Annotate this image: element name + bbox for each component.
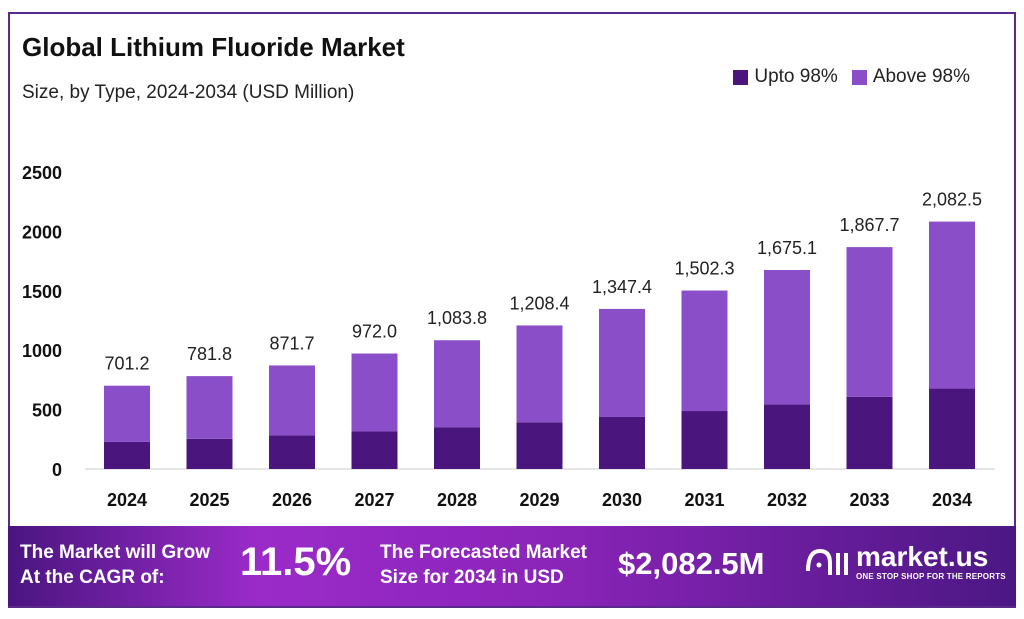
legend-label: Above 98% (872, 66, 970, 87)
data-label-total: 871.7 (269, 333, 314, 353)
bar-above-98-2032 (764, 269, 810, 405)
data-label-total: 1,347.4 (592, 277, 652, 297)
legend: Upto 98% Above 98% (733, 66, 970, 88)
legend-item-upto-98: Upto 98% (733, 66, 838, 88)
y-tick-label: 2500 (22, 163, 62, 183)
bar-above-98-2031 (681, 290, 728, 412)
y-tick-label: 1500 (22, 282, 62, 302)
x-tick-label: 2032 (767, 490, 807, 510)
bar-above-98-2026 (269, 365, 315, 436)
bar-upto-98-2029 (516, 422, 563, 469)
chart-subtitle: Size, by Type, 2024-2034 (USD Million) (22, 82, 355, 103)
forecast-label: The Forecasted Market Size for 2034 in U… (380, 540, 587, 590)
legend-swatch (733, 69, 749, 85)
data-label-total: 1,502.3 (674, 259, 734, 279)
y-tick-label: 0 (52, 460, 62, 480)
data-label-total: 1,083.8 (427, 308, 487, 328)
cagr-label-line2: At the CAGR of: (20, 567, 165, 588)
bar-upto-98-2031 (681, 411, 728, 469)
x-tick-label: 2024 (107, 490, 147, 510)
x-tick-label: 2034 (932, 490, 972, 510)
summary-banner: The Market will Grow At the CAGR of: 11.… (8, 526, 1016, 606)
bar-upto-98-2026 (269, 435, 315, 469)
logo-tagline: ONE STOP SHOP FOR THE REPORTS (856, 572, 1006, 581)
bar-upto-98-2028 (434, 427, 480, 469)
x-tick-label: 2027 (354, 490, 394, 510)
bar-above-98-2027 (351, 353, 398, 432)
data-label-total: 1,675.1 (757, 238, 817, 258)
bar-chart: 0 500 1000 1500 2000 2500 701.2 2024 781.8 2025 87… (22, 163, 995, 510)
logo-name: market.us (856, 541, 989, 572)
x-tick-label: 2025 (189, 490, 229, 510)
legend-swatch (851, 69, 867, 85)
logo-icon (806, 548, 848, 575)
bar-upto-98-2034 (929, 388, 975, 469)
chart-frame (8, 12, 1016, 608)
y-tick-label: 500 (32, 401, 62, 421)
data-label-total: 2,082.5 (922, 190, 982, 210)
bar-above-98-2034 (929, 221, 975, 389)
y-tick-label: 2000 (22, 222, 62, 242)
cagr-value: 11.5% (240, 540, 352, 584)
bar-upto-98-2024 (104, 441, 150, 469)
data-label-total: 972.0 (352, 322, 397, 342)
bar-upto-98-2030 (599, 416, 645, 469)
bar-above-98-2028 (434, 340, 480, 428)
data-label-total: 781.8 (187, 344, 232, 364)
forecast-label-line1: The Forecasted Market (380, 542, 587, 563)
bar-upto-98-2032 (764, 404, 810, 469)
x-tick-label: 2029 (519, 490, 559, 510)
bar-upto-98-2025 (186, 438, 233, 469)
x-tick-label: 2030 (602, 490, 642, 510)
bar-upto-98-2027 (351, 431, 398, 469)
cagr-label-line1: The Market will Grow (20, 542, 211, 563)
bar-above-98-2033 (846, 247, 893, 397)
data-label-total: 701.2 (104, 354, 149, 374)
x-tick-label: 2028 (437, 490, 477, 510)
legend-label: Upto 98% (754, 66, 838, 87)
forecast-value: $2,082.5M (618, 546, 765, 581)
y-tick-label: 1000 (22, 341, 62, 361)
cagr-label: The Market will Grow At the CAGR of: (20, 540, 210, 590)
data-label-total: 1,867.7 (839, 215, 899, 235)
bar-above-98-2029 (516, 325, 563, 423)
market-us-logo: market.us ONE STOP SHOP FOR THE REPORTS (804, 542, 1006, 582)
x-tick-label: 2031 (684, 490, 724, 510)
bar-above-98-2024 (104, 385, 150, 442)
x-tick-label: 2026 (272, 490, 312, 510)
chart-title: Global Lithium Fluoride Market (22, 32, 405, 62)
bar-above-98-2025 (186, 376, 233, 439)
forecast-label-line2: Size for 2034 in USD (380, 567, 564, 588)
bar-above-98-2030 (599, 308, 645, 417)
x-tick-label: 2033 (849, 490, 889, 510)
legend-item-above-98: Above 98% (851, 66, 970, 88)
data-label-total: 1,208.4 (509, 293, 569, 313)
bar-upto-98-2033 (846, 396, 893, 469)
